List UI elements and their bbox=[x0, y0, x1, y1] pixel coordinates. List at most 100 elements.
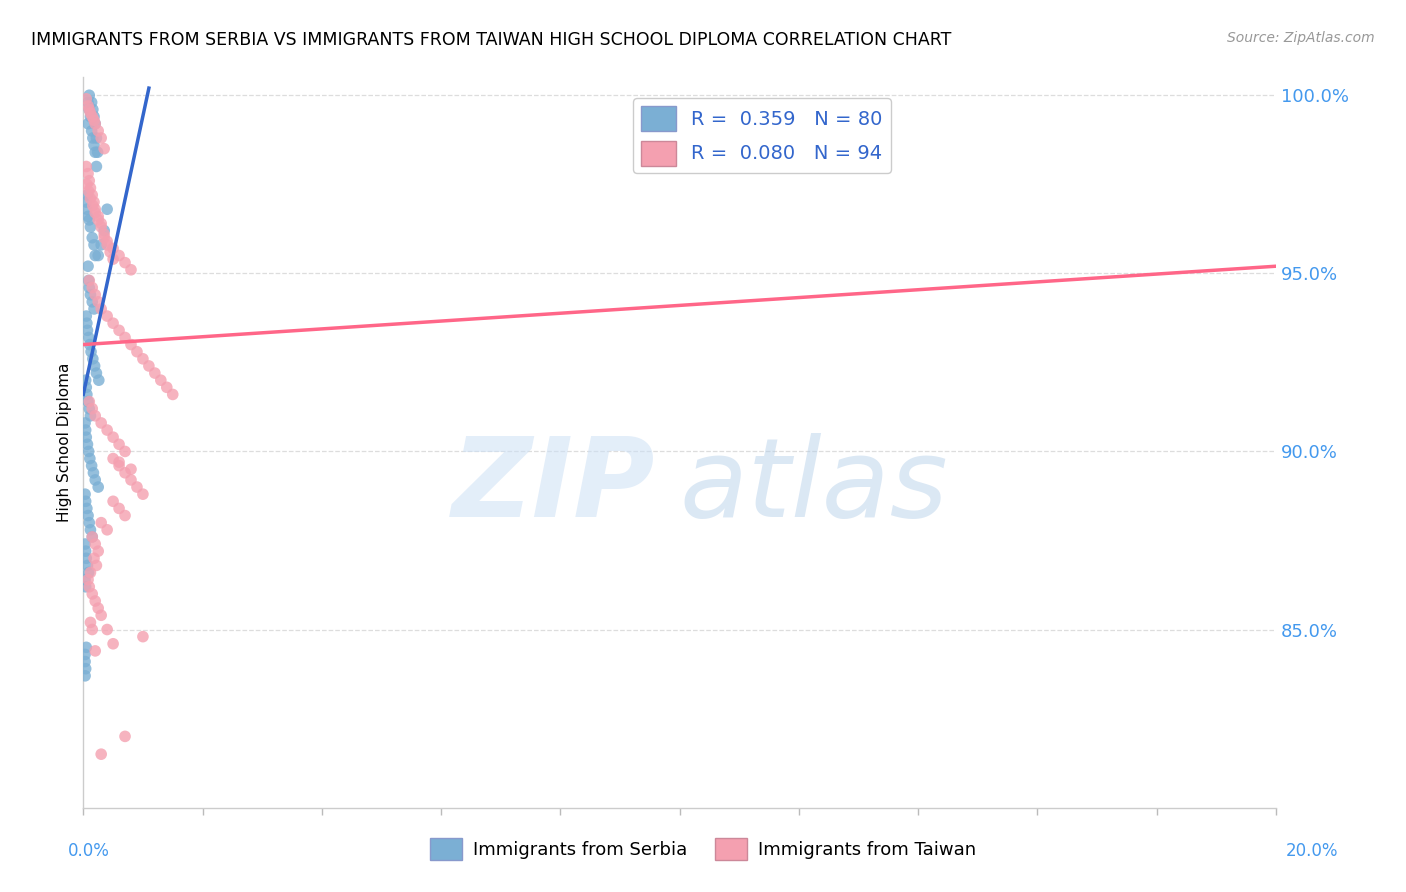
Point bbox=[79, 192, 101, 206]
Point bbox=[90, 237, 112, 252]
Point bbox=[79, 287, 101, 301]
Point bbox=[84, 117, 107, 131]
Point bbox=[149, 373, 172, 387]
Point bbox=[108, 455, 131, 469]
Point bbox=[83, 301, 105, 316]
Point bbox=[96, 423, 118, 437]
Point bbox=[84, 202, 107, 217]
Point bbox=[75, 160, 97, 174]
Point bbox=[87, 601, 110, 615]
Point bbox=[120, 262, 142, 277]
Point bbox=[76, 501, 98, 516]
Point bbox=[82, 530, 104, 544]
Point bbox=[90, 416, 112, 430]
Point bbox=[93, 224, 115, 238]
Point bbox=[101, 430, 124, 444]
Point bbox=[76, 387, 98, 401]
Point bbox=[132, 487, 155, 501]
Point bbox=[90, 516, 112, 530]
Point bbox=[83, 359, 105, 373]
Point bbox=[75, 416, 97, 430]
Point bbox=[77, 580, 100, 594]
Point bbox=[96, 202, 118, 217]
Point bbox=[82, 530, 104, 544]
Point bbox=[75, 662, 97, 676]
Point bbox=[79, 337, 101, 351]
Point bbox=[75, 309, 97, 323]
Point bbox=[82, 294, 104, 309]
Point bbox=[77, 174, 100, 188]
Point bbox=[84, 537, 107, 551]
Point bbox=[87, 124, 110, 138]
Point bbox=[101, 451, 124, 466]
Point bbox=[77, 573, 100, 587]
Point bbox=[132, 351, 155, 366]
Point bbox=[75, 487, 97, 501]
Point bbox=[86, 131, 108, 145]
Point bbox=[79, 106, 101, 120]
Point bbox=[83, 138, 105, 153]
Point bbox=[82, 103, 104, 117]
Y-axis label: High School Diploma: High School Diploma bbox=[58, 363, 72, 522]
Point bbox=[96, 237, 118, 252]
Point bbox=[84, 145, 107, 160]
Point bbox=[96, 623, 118, 637]
Point bbox=[82, 466, 104, 480]
Legend: R =  0.359   N = 80, R =  0.080   N = 94: R = 0.359 N = 80, R = 0.080 N = 94 bbox=[633, 98, 890, 173]
Point bbox=[93, 142, 115, 156]
Point bbox=[98, 244, 121, 259]
Point bbox=[75, 494, 97, 508]
Point bbox=[75, 573, 97, 587]
Point bbox=[77, 213, 100, 227]
Text: Source: ZipAtlas.com: Source: ZipAtlas.com bbox=[1227, 31, 1375, 45]
Point bbox=[93, 231, 115, 245]
Point bbox=[80, 124, 103, 138]
Legend: Immigrants from Serbia, Immigrants from Taiwan: Immigrants from Serbia, Immigrants from … bbox=[423, 830, 983, 867]
Point bbox=[87, 294, 110, 309]
Point bbox=[76, 316, 98, 330]
Point bbox=[86, 366, 108, 380]
Point bbox=[80, 344, 103, 359]
Point bbox=[96, 523, 118, 537]
Point bbox=[79, 451, 101, 466]
Point bbox=[82, 110, 104, 124]
Point bbox=[82, 231, 104, 245]
Point bbox=[75, 195, 97, 210]
Point bbox=[77, 210, 100, 224]
Point bbox=[108, 437, 131, 451]
Point bbox=[75, 373, 97, 387]
Point bbox=[101, 316, 124, 330]
Point bbox=[77, 444, 100, 458]
Point bbox=[120, 462, 142, 476]
Point bbox=[77, 394, 100, 409]
Point bbox=[86, 145, 108, 160]
Point bbox=[101, 494, 124, 508]
Point bbox=[77, 167, 100, 181]
Point bbox=[76, 202, 98, 217]
Point bbox=[83, 551, 105, 566]
Point bbox=[75, 655, 97, 669]
Point bbox=[82, 188, 104, 202]
Point bbox=[96, 234, 118, 248]
Point bbox=[87, 373, 110, 387]
Point bbox=[75, 640, 97, 655]
Point bbox=[77, 273, 100, 287]
Point bbox=[75, 580, 97, 594]
Point bbox=[90, 301, 112, 316]
Point bbox=[76, 178, 98, 192]
Point bbox=[125, 344, 148, 359]
Point bbox=[82, 199, 104, 213]
Point bbox=[75, 430, 97, 444]
Point bbox=[93, 227, 115, 242]
Point bbox=[77, 185, 100, 199]
Point bbox=[75, 669, 97, 683]
Point bbox=[79, 110, 101, 124]
Point bbox=[76, 437, 98, 451]
Point bbox=[84, 473, 107, 487]
Point bbox=[84, 248, 107, 262]
Point bbox=[84, 644, 107, 658]
Point bbox=[77, 103, 100, 117]
Point bbox=[114, 444, 136, 458]
Point bbox=[75, 551, 97, 566]
Point bbox=[75, 648, 97, 662]
